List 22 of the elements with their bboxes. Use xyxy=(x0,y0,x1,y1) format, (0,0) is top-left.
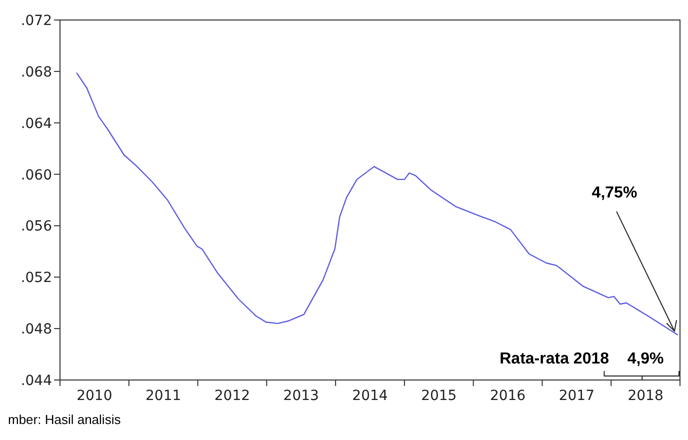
x-tick-label: 2018 xyxy=(628,388,664,404)
x-tick-label: 2013 xyxy=(283,388,319,404)
annotation: 4,75% xyxy=(592,184,638,202)
y-tick-label: .048 xyxy=(20,322,52,338)
x-tick-label: 2017 xyxy=(558,388,594,404)
x-tick-label: 2014 xyxy=(352,388,388,404)
x-tick-label: 2010 xyxy=(76,388,112,404)
annotation: Rata-rata 2018 xyxy=(500,350,610,368)
line-series xyxy=(76,72,679,336)
annotation: 4,9% xyxy=(627,350,664,368)
y-tick-label: .068 xyxy=(20,64,52,80)
y-tick-label: .044 xyxy=(20,372,52,389)
x-tick-label: 2015 xyxy=(421,388,457,404)
x-tick-label: 2011 xyxy=(146,388,182,404)
y-tick-label: .064 xyxy=(20,116,52,132)
y-tick-label: .056 xyxy=(20,218,52,235)
y-tick-label: .052 xyxy=(20,270,52,286)
x-tick-label: 2016 xyxy=(490,388,526,404)
x-tick-label: 2012 xyxy=(214,388,250,404)
y-tick-label: .060 xyxy=(20,167,52,184)
y-tick-label: .072 xyxy=(20,12,52,29)
text: mber: Hasil analisis xyxy=(8,412,121,427)
